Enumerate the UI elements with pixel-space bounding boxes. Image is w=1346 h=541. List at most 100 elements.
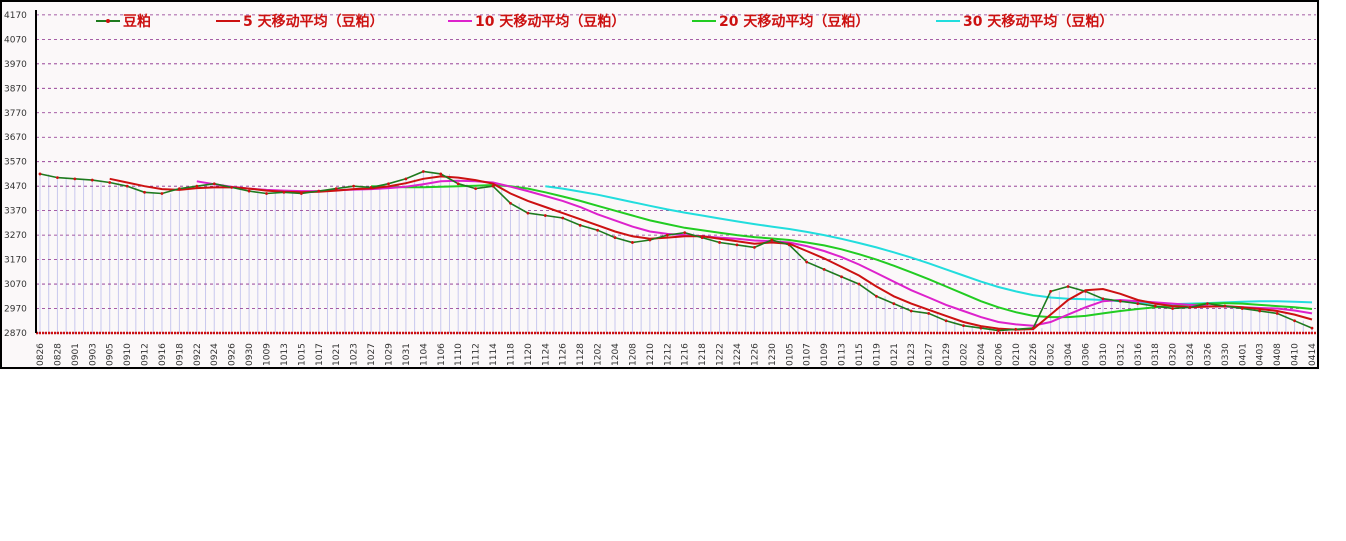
data-point	[369, 186, 373, 189]
x-tick-label: 0922	[193, 343, 203, 366]
data-point	[927, 312, 931, 315]
x-tick-label: 0115	[855, 343, 865, 366]
y-tick-label: 4170	[4, 11, 27, 21]
series-line-2	[196, 179, 1313, 327]
data-point	[1188, 305, 1192, 309]
chart-frame: 2870 2970 3070 3170 3270 3370 3470 3570 3670 3770…	[0, 0, 1320, 370]
data-point	[1101, 297, 1105, 301]
legend-label: 20 天移动平均（豆粕）	[719, 13, 869, 30]
data-point	[456, 182, 460, 186]
data-point	[421, 170, 425, 173]
x-tick-label: 1118	[506, 343, 516, 366]
data-point	[944, 319, 948, 323]
data-point	[962, 324, 965, 328]
y-tick-label: 3270	[4, 231, 27, 241]
x-tick-label: 1210	[646, 343, 656, 366]
data-point	[596, 228, 599, 232]
y-tick-label: 3770	[4, 109, 27, 119]
data-point	[108, 181, 112, 184]
data-point	[822, 267, 826, 271]
data-point	[474, 187, 478, 191]
x-tick-label: 1023	[350, 343, 360, 366]
data-point	[1275, 312, 1279, 315]
data-point	[212, 182, 216, 186]
x-tick-label: 0105	[785, 343, 795, 366]
data-point	[1240, 307, 1244, 310]
data-point	[491, 184, 495, 188]
x-tick-label: 0109	[820, 343, 830, 366]
y-tick-label: 4070	[4, 35, 27, 45]
legend-label: 30 天移动平均（豆粕）	[963, 13, 1113, 30]
x-tick-label: 0903	[88, 343, 98, 366]
data-point	[1118, 299, 1122, 303]
x-tick-label: 1021	[332, 343, 342, 366]
x-tick-label: 0226	[1029, 343, 1039, 366]
data-point	[648, 238, 652, 242]
x-tick-label: 0310	[1099, 343, 1109, 366]
x-tick-label: 0918	[175, 343, 185, 366]
y-tick-label: 3570	[4, 158, 27, 168]
data-point	[195, 184, 199, 188]
data-point	[857, 282, 861, 286]
x-tick-label: 0123	[907, 343, 917, 366]
data-point	[1031, 326, 1035, 330]
series-line-0	[39, 170, 1313, 332]
data-point	[299, 192, 303, 195]
data-point	[177, 187, 181, 191]
y-tick-label: 3970	[4, 60, 27, 70]
data-point	[1258, 309, 1262, 313]
x-tick-label: 1212	[663, 343, 673, 366]
data-point	[526, 211, 530, 215]
data-point	[143, 190, 146, 194]
data-point	[334, 187, 338, 191]
data-point	[1310, 326, 1314, 330]
data-point	[56, 176, 59, 180]
data-point	[38, 172, 42, 176]
data-point	[73, 177, 77, 181]
data-point	[631, 241, 634, 244]
y-tick-label: 3870	[4, 84, 27, 94]
data-point	[543, 214, 547, 217]
x-tick-label: 0113	[838, 343, 848, 366]
x-tick-label: 1202	[594, 343, 604, 366]
x-tick-label: 1114	[489, 343, 499, 366]
x-tick-label: 0930	[245, 343, 255, 366]
x-tick-label: 1230	[768, 343, 778, 366]
data-point	[909, 309, 913, 313]
x-tick-label: 0318	[1151, 343, 1161, 366]
x-tick-label: 1029	[384, 343, 394, 366]
x-tick-label: 1110	[454, 343, 464, 366]
data-point	[1084, 290, 1087, 293]
x-tick-label: 0320	[1169, 343, 1179, 366]
x-tick-label: 0403	[1256, 343, 1266, 366]
data-point	[578, 223, 582, 227]
x-tick-label: 0324	[1186, 343, 1196, 366]
x-tick-label: 0302	[1047, 343, 1057, 366]
x-tick-label: 1015	[297, 343, 307, 366]
x-tick-label: 0129	[942, 343, 952, 366]
legend-label: 10 天移动平均（豆粕）	[475, 13, 625, 30]
x-tick-label: 0910	[123, 343, 133, 366]
x-tick-label: 1106	[437, 343, 447, 366]
chart-svg: 2870 2970 3070 3170 3270 3370 3470 3570 3670 3770…	[0, 0, 1319, 369]
data-point	[735, 243, 739, 247]
legend-marker	[106, 19, 110, 23]
x-tick-label: 1226	[750, 343, 760, 366]
data-point	[282, 190, 286, 194]
data-point	[787, 243, 791, 247]
x-tick-label: 0204	[977, 343, 987, 366]
data-point	[996, 329, 1000, 332]
legend-label: 豆粕	[123, 13, 151, 30]
x-tick-label: 1013	[280, 343, 290, 366]
chart-border	[0, 0, 1319, 369]
x-tick-label: 0924	[210, 343, 220, 366]
y-tick-label: 3670	[4, 133, 27, 143]
data-point	[1293, 319, 1296, 323]
x-tick-label: 0119	[872, 343, 882, 366]
x-tick-label: 1112	[472, 343, 482, 366]
x-tick-label: 0905	[106, 343, 116, 366]
x-tick-label: 1224	[733, 343, 743, 366]
data-point	[352, 184, 356, 188]
x-tick-label: 0210	[1012, 343, 1022, 366]
x-tick-label: 0410	[1291, 343, 1301, 366]
